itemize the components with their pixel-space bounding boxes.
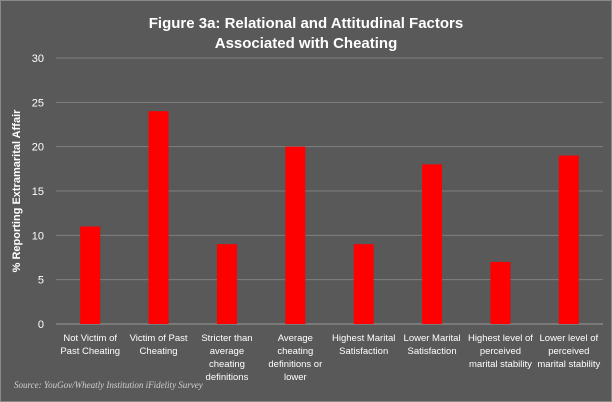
x-tick-label: Not Victim of	[63, 333, 117, 344]
x-tick-label: lower	[284, 372, 307, 383]
x-tick-label: Lower Marital	[404, 333, 461, 344]
bar	[558, 155, 579, 324]
bar	[490, 261, 511, 324]
x-tick-label: Satisfaction	[408, 346, 457, 357]
x-tick-label: marital stability	[469, 359, 532, 370]
x-tick-labels: Not Victim of Past Cheating Victim of Past…	[60, 333, 600, 383]
bar	[353, 244, 374, 324]
gridlines	[56, 57, 603, 325]
source-note: Source: YouGov/Wheatly Institution iFide…	[14, 380, 203, 390]
x-tick-label: perceived	[548, 346, 589, 357]
bars	[80, 111, 579, 324]
y-tick-labels: 0 5 10 15 20 25 30	[32, 53, 44, 331]
x-tick-label: Lower level of	[540, 333, 599, 344]
y-tick-label: 15	[32, 186, 44, 198]
y-tick-label: 30	[32, 53, 44, 65]
y-tick-label: 25	[32, 97, 44, 109]
x-tick-label: cheating	[277, 346, 313, 357]
x-tick-label: average	[210, 346, 244, 357]
chart-title-line: Figure 3a: Relational and Attitudinal Fa…	[149, 15, 463, 32]
bar	[216, 244, 237, 324]
y-tick-label: 20	[32, 142, 44, 154]
x-tick-label: cheating	[209, 359, 245, 370]
y-tick-label: 10	[32, 230, 44, 242]
x-tick-label: definitions	[206, 372, 249, 383]
chart-title-line: Associated with Cheating	[215, 35, 398, 52]
x-tick-label: Highest Marital	[332, 333, 395, 344]
bar	[285, 146, 306, 324]
x-tick-label: Highest level of	[468, 333, 533, 344]
bar	[422, 164, 443, 324]
y-axis-label: % Reporting Extramarital Affair	[11, 109, 23, 273]
x-tick-label: Stricter than	[201, 333, 252, 344]
x-tick-label: definitions or	[268, 359, 322, 370]
chart-title: Figure 3a: Relational and Attitudinal Fa…	[149, 15, 463, 52]
bar	[80, 226, 101, 324]
x-tick-label: Cheating	[140, 346, 178, 357]
bar	[148, 111, 169, 324]
x-tick-label: Satisfaction	[339, 346, 388, 357]
x-tick-label: perceived	[480, 346, 521, 357]
x-tick-label: Victim of Past	[130, 333, 188, 344]
y-tick-label: 5	[38, 275, 44, 287]
x-tick-label: Average	[278, 333, 313, 344]
y-tick-label: 0	[38, 319, 44, 331]
x-tick-label: Past Cheating	[60, 346, 120, 357]
x-tick-label: marital stability	[537, 359, 600, 370]
